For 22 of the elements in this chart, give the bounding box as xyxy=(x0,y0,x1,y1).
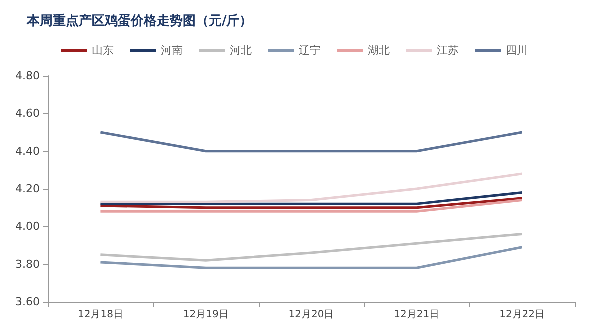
y-tick-label: 4.60 xyxy=(16,107,40,120)
x-tick-label: 12月19日 xyxy=(183,310,229,320)
x-tick-label: 12月20日 xyxy=(288,310,334,320)
y-tick-label: 4.40 xyxy=(16,144,40,158)
line-series xyxy=(99,232,524,262)
legend-label: 江苏 xyxy=(437,44,459,57)
y-tick-label: 4.00 xyxy=(16,220,40,234)
legend-label: 山东 xyxy=(92,44,114,57)
line-series xyxy=(99,172,524,204)
legend-label: 辽宁 xyxy=(299,44,321,57)
legend-label: 湖北 xyxy=(368,44,390,57)
x-tick-label: 12月21日 xyxy=(394,310,440,320)
y-tick-label: 3.60 xyxy=(16,296,40,308)
x-tick-label: 12月22日 xyxy=(500,310,546,320)
chart-title: 本周重点产区鸡蛋价格走势图（元/斤） xyxy=(26,13,253,29)
x-tick-label: 12月18日 xyxy=(78,310,124,320)
y-tick-label: 4.80 xyxy=(16,70,40,82)
y-tick-label: 3.80 xyxy=(16,258,40,271)
legend-label: 河北 xyxy=(230,44,252,57)
legend-label: 四川 xyxy=(506,44,528,57)
legend-label: 河南 xyxy=(161,44,183,57)
y-tick-label: 4.20 xyxy=(16,182,40,196)
